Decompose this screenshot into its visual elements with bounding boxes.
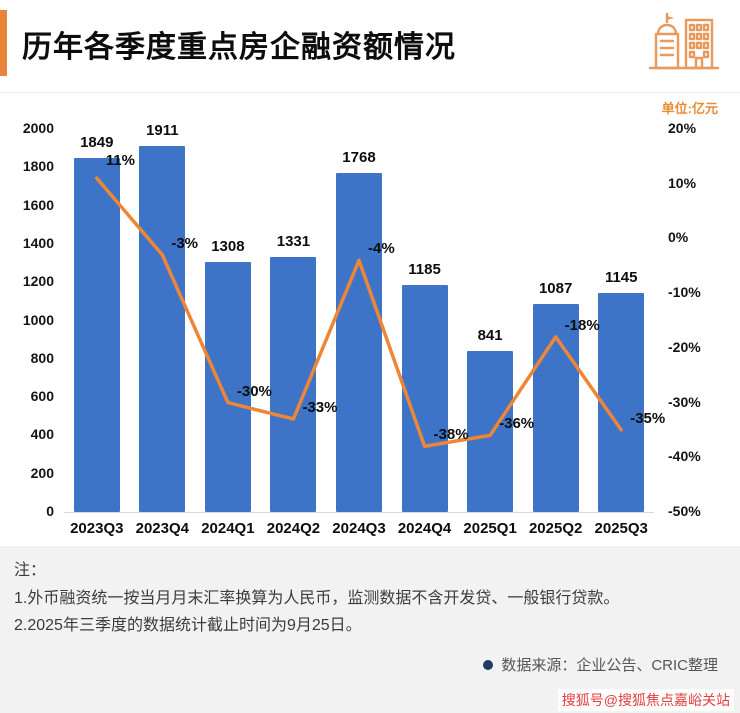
notes: 注： 1.外币融资统一按当月月末汇率换算为人民币，监测数据不含开发贷、一般银行贷… [0,546,740,639]
left-axis-tick-label: 1800 [22,158,54,175]
buildings-icon [648,12,720,70]
left-axis-tick-label: 400 [30,426,54,443]
x-axis-label: 2024Q2 [266,520,321,537]
bar [598,292,645,512]
x-axis-label: 2023Q4 [135,520,190,537]
left-axis-tick-label: 1600 [22,196,54,213]
x-axis-label: 2025Q2 [528,520,583,537]
title-accent-bar [0,10,7,76]
right-axis-tick-label: -20% [668,338,701,355]
right-axis-tick-label: -40% [668,448,701,465]
left-axis-tick-label: 2000 [22,120,54,136]
header: 历年各季度重点房企融资额情况 [0,0,740,93]
note-line-1: 1.外币融资统一按当月月末汇率换算为人民币，监测数据不含开发贷、一般银行贷款。 [14,590,620,608]
bar [336,173,382,512]
bar [532,303,579,512]
right-axis-tick-label: 0% [668,229,689,246]
footer: 注： 1.外币融资统一按当月月末汇率换算为人民币，监测数据不含开发贷、一般银行贷… [0,546,740,713]
bar-value-label: 1768 [342,149,376,167]
bar [139,146,186,512]
x-axis-label: 2024Q1 [201,520,255,537]
unit-label: 单位:亿元 [661,101,718,116]
line-point-label: 11% [105,152,135,170]
left-axis-tick-label: 1400 [22,234,54,251]
page-title: 历年各季度重点房企融资额情况 [22,31,456,64]
x-axis-label: 2024Q4 [397,520,452,537]
bar [401,285,448,512]
x-axis-label: 2024Q3 [332,520,386,537]
line-point-label: -36% [499,415,535,433]
right-axis-tick-label: -30% [668,393,701,410]
source-text: 数据来源：企业公告、CRIC整理 [501,657,718,674]
line-point-label: -4% [368,240,395,258]
left-axis-tick-label: 0 [46,503,54,519]
sohu-watermark: 搜狐号@搜狐焦点嘉峪关站 [557,689,734,711]
left-axis-tick-label: 1000 [22,311,54,328]
left-axis-tick-label: 1200 [22,273,54,290]
bar-value-label: 1185 [408,261,441,279]
x-axis-label: 2023Q3 [70,520,124,537]
bar-value-label: 1849 [80,133,114,151]
line-point-label: -33% [302,398,338,416]
bar-value-label: 841 [477,326,503,344]
line-point-label: -30% [236,382,272,400]
source-bullet-icon [483,659,494,670]
line-point-label: -18% [564,316,600,334]
line-point-label: -38% [433,426,469,444]
left-axis-tick-label: 200 [30,464,54,481]
x-axis-label: 2025Q1 [463,520,517,537]
x-axis-line [64,512,654,513]
line-point-label: -3% [171,234,199,252]
right-axis-tick-label: -50% [668,503,701,519]
left-axis-tick-label: 600 [30,388,54,405]
chart: 2000 1800 1600 1400 1200 1000 800 600 400 200 0 20%… [0,117,740,547]
note-line-2: 2.2025年三季度的数据统计截止时间为9月25日。 [14,616,362,634]
bar-value-label: 1911 [146,122,179,140]
right-axis-tick-label: -10% [668,284,701,301]
bar [73,157,120,512]
notes-label: 注： [14,562,47,579]
data-source: 数据来源：企业公告、CRIC整理 [483,654,718,675]
right-axis-tick-label: 10% [668,174,697,191]
left-axis-tick-label: 800 [30,349,54,366]
bar [270,257,317,512]
x-axis-label: 2025Q3 [594,520,648,537]
bar-value-label: 1331 [276,233,311,251]
right-axis-tick-label: 20% [668,120,697,136]
line-point-label: -35% [630,409,666,427]
bar-value-label: 1145 [604,268,638,286]
